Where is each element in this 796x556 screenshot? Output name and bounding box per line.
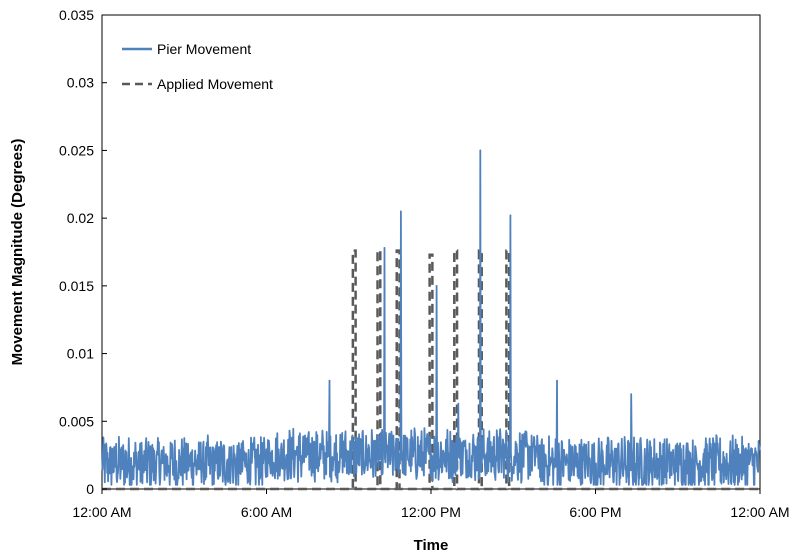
pier-peak-point: [630, 393, 632, 396]
y-axis-title: Movement Magnitude (Degrees): [9, 139, 26, 366]
series-pier-movement: [101, 149, 761, 486]
pier-peak-point: [556, 379, 558, 382]
y-tick-label: 0.005: [59, 413, 94, 429]
pier-peak-point: [435, 285, 438, 287]
legend-label: Applied Movement: [157, 76, 273, 92]
y-tick-label: 0.015: [59, 278, 94, 294]
pier-peak-point: [509, 214, 512, 217]
y-tick-label: 0.035: [59, 7, 94, 23]
pier-peak-point: [400, 210, 402, 213]
pier-peak-point: [383, 247, 386, 249]
x-tick-label: 12:00 AM: [730, 504, 789, 520]
x-tick-label: 12:00 PM: [401, 504, 461, 520]
series-applied-movement: [102, 249, 760, 491]
x-tick-label: 6:00 AM: [241, 504, 292, 520]
pier-peak-point: [479, 149, 482, 152]
y-tick-label: 0.01: [67, 346, 94, 362]
x-tick-label: 6:00 PM: [569, 504, 621, 520]
x-axis-title: Time: [414, 537, 449, 554]
pier-peak-point: [328, 379, 331, 382]
y-tick-label: 0.02: [67, 210, 94, 226]
y-tick-label: 0.03: [67, 75, 94, 91]
pier-peak-point: [457, 402, 460, 405]
y-tick-label: 0: [86, 481, 94, 497]
series-layer: [101, 149, 761, 491]
legend: Pier Movement Applied Movement: [122, 41, 273, 92]
plot-area: [101, 14, 761, 490]
tick-layer: 0 0.005 0.01 0.015 0.02 0.025 0.03 0.035 12:00 A…: [59, 7, 790, 520]
y-tick-label: 0.025: [59, 142, 94, 158]
x-tick-label: 12:00 AM: [72, 504, 131, 520]
legend-label: Pier Movement: [157, 41, 251, 57]
